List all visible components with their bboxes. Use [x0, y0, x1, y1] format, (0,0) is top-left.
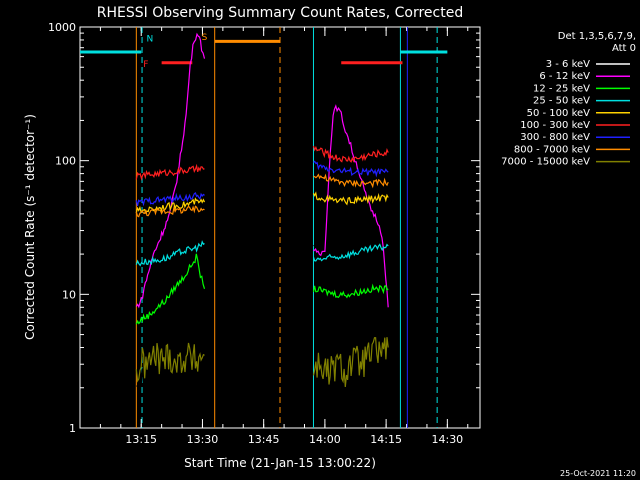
legend-header: Att 0 [612, 43, 636, 54]
flag-label: N [147, 34, 154, 44]
legend-entry-label: 25 - 50 keV [533, 96, 590, 107]
series-line [135, 205, 205, 218]
plot-area: 1 10 100 1000 13:15 13:30 13:45 14:00 14:15 14:30… [48, 21, 481, 446]
series-line [135, 342, 205, 383]
series-line [312, 191, 389, 206]
flag-label: S [202, 33, 208, 43]
legend-entry-label: 3 - 6 keV [546, 59, 590, 70]
y-tick-label: 100 [55, 155, 76, 168]
y-tick-label: 10 [62, 288, 76, 301]
legend-entry-label: 12 - 25 keV [533, 83, 590, 94]
series-line [312, 145, 389, 163]
series-line [135, 32, 206, 309]
series-line [135, 163, 205, 181]
x-tick-label: 14:30 [431, 433, 463, 446]
series-line [312, 243, 389, 262]
flag-label: F [143, 60, 148, 70]
series-line [312, 283, 389, 299]
y-tick-label: 1 [69, 422, 76, 435]
legend-entry-label: 100 - 300 keV [520, 120, 590, 131]
series-line [313, 104, 389, 308]
series-line [135, 240, 205, 267]
x-tick-label: 13:30 [187, 433, 219, 446]
series-line [135, 197, 206, 215]
legend-entry-label: 300 - 800 keV [520, 132, 590, 143]
series-line [136, 63, 206, 387]
x-tick-label: 13:45 [248, 433, 280, 446]
series-line [135, 253, 206, 325]
series-line [312, 337, 389, 387]
chart-title: RHESSI Observing Summary Count Rates, Co… [97, 5, 463, 21]
series-line [313, 173, 389, 189]
legend-header: Det 1,3,5,6,7,9, [558, 31, 636, 42]
x-tick-label: 14:15 [370, 433, 402, 446]
x-axis-label: Start Time (21-Jan-15 13:00:22) [184, 456, 376, 470]
legend-entry-label: 800 - 7000 keV [514, 144, 590, 155]
x-tick-label: 13:15 [125, 433, 157, 446]
series-line [135, 192, 205, 207]
legend-entry-label: 6 - 12 keV [539, 71, 590, 82]
legend-entry-label: 50 - 100 keV [527, 108, 591, 119]
plot-date-stamp: 25-Oct-2021 11:20 [560, 469, 636, 478]
x-tick-label: 14:00 [309, 433, 341, 446]
series-line [313, 160, 389, 178]
y-axis-label: Corrected Count Rate (s⁻¹ detector⁻¹) [23, 114, 37, 340]
y-tick-label: 1000 [48, 21, 76, 34]
legend-entry-label: 7000 - 15000 keV [501, 157, 590, 168]
